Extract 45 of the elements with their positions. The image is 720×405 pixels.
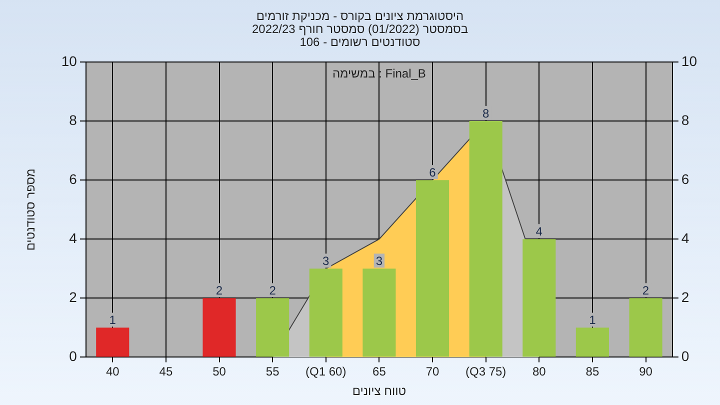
chart-title: היסטוגרמת ציונים בקורס - מכניקת זורמים: [255, 9, 465, 23]
x-tick-label: (Q1 60): [306, 364, 346, 379]
y2-tick-label: 4: [681, 230, 690, 246]
y-tick-label: 10: [61, 52, 78, 69]
y2-tick-label: 6: [681, 170, 690, 187]
bar: [96, 328, 130, 357]
y2-tick-label: 2: [681, 289, 690, 306]
x-tick-label: 65: [372, 364, 386, 379]
data-label: 3: [376, 254, 383, 268]
x-axis-title: טווח ציונים: [352, 384, 406, 398]
y-tick-label: 0: [69, 348, 78, 364]
y2-tick-label: 10: [681, 52, 698, 69]
x-tick-label: 45: [159, 364, 173, 379]
data-label: 2: [216, 283, 223, 298]
x-tick-label: 55: [266, 364, 280, 379]
annotation: במשימה : Final_B: [332, 66, 426, 80]
bar: [629, 298, 662, 357]
y-tick-label: 8: [69, 112, 78, 128]
data-label: 1: [589, 312, 596, 327]
y2-tick-label: 0: [681, 348, 690, 364]
bar: [576, 328, 609, 357]
y2-tick-label: 8: [681, 112, 690, 128]
x-tick-label: 85: [586, 364, 600, 379]
x-tick-label: 80: [532, 364, 546, 379]
bar: [522, 239, 556, 357]
y-axis-title: מספר סטודנטים: [24, 168, 38, 251]
x-tick-label: 70: [426, 364, 440, 379]
data-label: 1: [109, 312, 116, 327]
y-tick-label: 6: [69, 170, 78, 187]
chart-subtitle: בסמסטר (01/2022) סמסטר חורף 2022/23 סטודנטים רשומים - 106: [250, 22, 470, 49]
bar: [416, 180, 450, 357]
y-tick-label: 4: [69, 230, 78, 246]
data-label: 4: [536, 224, 543, 238]
data-label: 6: [429, 165, 436, 180]
data-label: 3: [322, 254, 330, 268]
data-label: 8: [482, 106, 490, 120]
x-tick-label: 50: [212, 364, 226, 379]
bar: [202, 298, 236, 357]
bar: [362, 268, 396, 357]
data-label: 2: [269, 283, 276, 298]
data-label: 2: [642, 283, 650, 298]
y-tick-label: 2: [69, 289, 78, 306]
x-tick-label: 90: [639, 364, 653, 379]
x-tick-label: 40: [106, 364, 120, 379]
x-tick-label: (Q3 75): [465, 364, 506, 379]
